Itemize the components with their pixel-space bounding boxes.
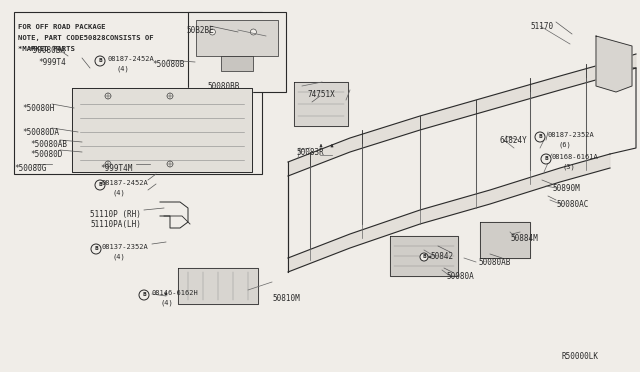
Text: *MARKED PARTS: *MARKED PARTS [18, 46, 75, 52]
Text: 51110P (RH): 51110P (RH) [90, 210, 141, 219]
Polygon shape [390, 236, 458, 276]
Circle shape [535, 132, 545, 142]
Circle shape [91, 244, 101, 254]
Circle shape [250, 29, 257, 35]
Circle shape [105, 93, 111, 99]
Text: B: B [98, 183, 102, 187]
Text: *50080D: *50080D [30, 150, 62, 159]
Text: 50083R: 50083R [296, 148, 324, 157]
Text: 08168-6161A: 08168-6161A [552, 154, 599, 160]
Text: 50884M: 50884M [510, 234, 538, 243]
Text: *50080BA: *50080BA [28, 46, 65, 55]
Text: NOTE, PART CODE50828CONSISTS OF: NOTE, PART CODE50828CONSISTS OF [18, 35, 154, 41]
Text: 50810M: 50810M [272, 294, 300, 303]
Circle shape [209, 29, 216, 35]
Text: 51170: 51170 [530, 22, 553, 31]
Text: 50080A: 50080A [446, 272, 474, 281]
Text: B: B [98, 58, 102, 64]
Text: *50080B: *50080B [152, 60, 184, 69]
Polygon shape [288, 54, 636, 176]
Circle shape [105, 161, 111, 167]
Text: FOR OFF ROAD PACKAGE: FOR OFF ROAD PACKAGE [18, 24, 106, 30]
Circle shape [95, 180, 105, 190]
Text: 50842: 50842 [430, 252, 453, 261]
Text: 50B2BE: 50B2BE [186, 26, 214, 35]
Text: (4): (4) [112, 190, 125, 196]
Polygon shape [178, 268, 258, 304]
Text: (4): (4) [112, 254, 125, 260]
Circle shape [167, 161, 173, 167]
Text: (4): (4) [160, 300, 173, 307]
Text: 51110PA(LH): 51110PA(LH) [90, 220, 141, 229]
Circle shape [167, 93, 173, 99]
Circle shape [95, 56, 105, 66]
Text: 50080AC: 50080AC [556, 200, 588, 209]
Text: B: B [142, 292, 146, 298]
Text: 50890M: 50890M [552, 184, 580, 193]
Text: 50080BB: 50080BB [207, 82, 239, 91]
Text: B: B [422, 254, 426, 260]
Bar [14, 12, 262, 174]
Polygon shape [480, 222, 530, 258]
Text: B: B [538, 135, 542, 140]
Bar [188, 12, 286, 92]
Text: 08137-2352A: 08137-2352A [102, 244, 148, 250]
Text: (4): (4) [116, 66, 129, 73]
Text: 08187-2352A: 08187-2352A [548, 132, 595, 138]
Text: *50080AB: *50080AB [30, 140, 67, 149]
Text: 50080AB: 50080AB [478, 258, 510, 267]
Text: (6): (6) [558, 142, 571, 148]
Text: 08146-6162H: 08146-6162H [152, 290, 199, 296]
Text: B: B [94, 247, 98, 251]
Circle shape [139, 290, 149, 300]
Bar [221, 56, 253, 71]
Polygon shape [294, 82, 348, 126]
Polygon shape [72, 88, 252, 172]
Text: *50080H: *50080H [22, 104, 54, 113]
Text: R50000LK: R50000LK [562, 352, 599, 361]
Polygon shape [288, 154, 610, 272]
Text: 74751X: 74751X [308, 90, 336, 99]
Text: (3): (3) [562, 164, 575, 170]
Bar [196, 20, 278, 56]
Text: 08187-2452A: 08187-2452A [107, 56, 154, 62]
Text: *999T4: *999T4 [38, 58, 66, 67]
Circle shape [541, 154, 551, 164]
Polygon shape [596, 36, 632, 92]
Text: B: B [544, 157, 548, 161]
Text: *50080G: *50080G [14, 164, 46, 173]
Text: *999T4M: *999T4M [100, 164, 132, 173]
Text: 08187-2452A: 08187-2452A [102, 180, 148, 186]
Text: *50080DA: *50080DA [22, 128, 59, 137]
Text: 64824Y: 64824Y [500, 136, 528, 145]
Circle shape [420, 253, 428, 261]
